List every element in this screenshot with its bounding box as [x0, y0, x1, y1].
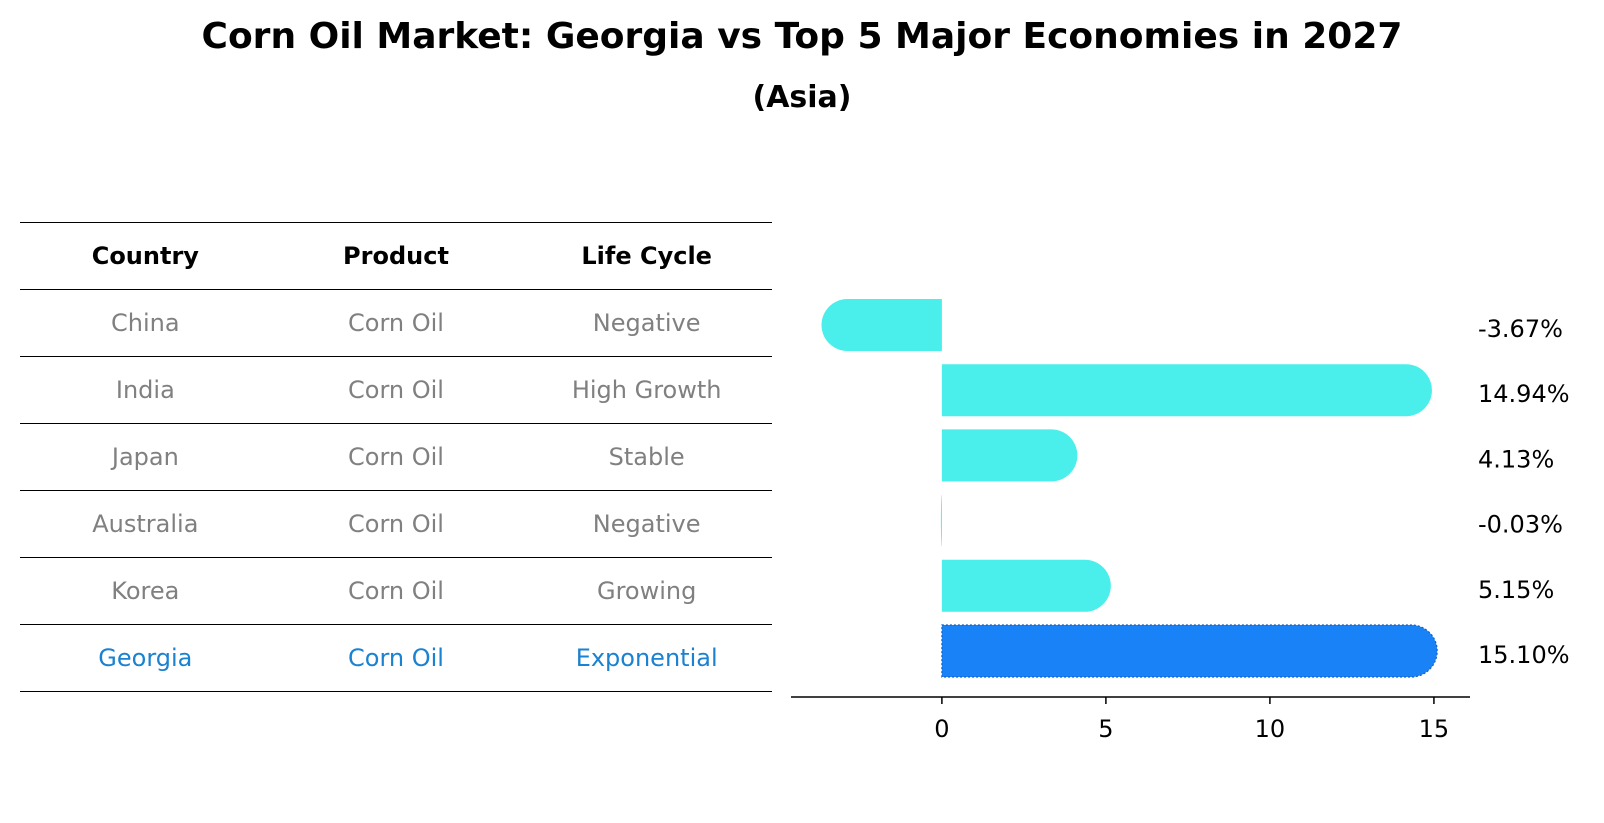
bar-georgia: [941, 624, 1438, 678]
value-label: -0.03%: [1478, 511, 1563, 539]
table-row: Australia Corn Oil Negative: [20, 490, 772, 558]
value-label: 14.94%: [1478, 380, 1570, 408]
cell-product: Corn Oil: [270, 356, 522, 424]
cell-product: Corn Oil: [270, 423, 522, 491]
bar-india: [941, 364, 1432, 417]
comparison-table: Country Product Life Cycle China Corn Oi…: [20, 222, 772, 692]
bar-china: [821, 299, 942, 351]
table-row: India Corn Oil High Growth: [20, 356, 772, 424]
cell-life-cycle: Negative: [521, 289, 772, 357]
value-label: 4.13%: [1478, 445, 1554, 473]
cell-country: Japan: [20, 423, 271, 491]
cell-life-cycle: High Growth: [521, 356, 772, 424]
header-product: Product: [270, 222, 522, 290]
cell-life-cycle: Growing: [521, 557, 772, 625]
table-row: Japan Corn Oil Stable: [20, 423, 772, 491]
cell-country: Australia: [20, 490, 271, 558]
bar-korea: [941, 559, 1111, 612]
table-row: China Corn Oil Negative: [20, 289, 772, 357]
x-tick-label: 5: [1098, 715, 1113, 743]
x-tick-label: 15: [1419, 715, 1450, 743]
x-tick-label: 10: [1255, 715, 1286, 743]
cell-life-cycle: Exponential: [521, 624, 772, 692]
cell-country: India: [20, 356, 271, 424]
bar-australia: [940, 494, 942, 547]
value-label: -3.67%: [1478, 315, 1563, 343]
cell-country: Korea: [20, 557, 271, 625]
chart-title: Corn Oil Market: Georgia vs Top 5 Major …: [201, 16, 1403, 57]
value-label: 5.15%: [1478, 576, 1554, 604]
table-header-row: Country Product Life Cycle: [20, 222, 772, 290]
cell-product: Corn Oil: [270, 289, 522, 357]
cell-life-cycle: Stable: [521, 423, 772, 491]
table-row: Korea Corn Oil Growing: [20, 557, 772, 625]
chart-subtitle: (Asia): [752, 80, 852, 115]
bar-japan: [941, 429, 1078, 482]
cell-product: Corn Oil: [270, 490, 522, 558]
x-tick-label: 0: [934, 715, 949, 743]
cell-product: Corn Oil: [270, 557, 522, 625]
header-life-cycle: Life Cycle: [521, 222, 772, 290]
table-row-highlight: Georgia Corn Oil Exponential: [20, 624, 772, 692]
cell-product: Corn Oil: [270, 624, 522, 692]
value-label: 15.10%: [1478, 641, 1570, 669]
header-country: Country: [20, 222, 271, 290]
cell-country: Georgia: [20, 624, 271, 692]
cell-country: China: [20, 289, 271, 357]
cell-life-cycle: Negative: [521, 490, 772, 558]
